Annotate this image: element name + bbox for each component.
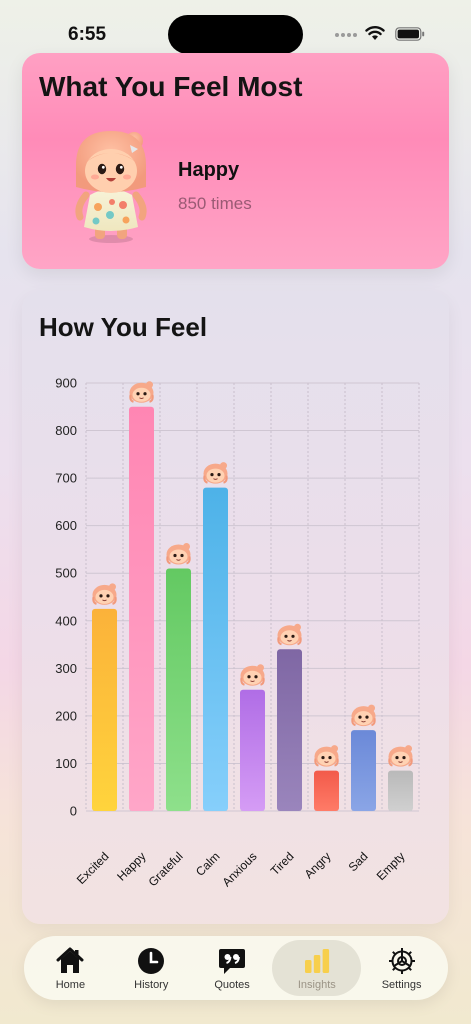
tab-quotes[interactable]: Quotes bbox=[192, 940, 273, 996]
y-tick-label: 500 bbox=[55, 566, 77, 581]
tab-insights-label: Insights bbox=[297, 978, 336, 991]
y-tick-label: 900 bbox=[55, 376, 77, 391]
most-felt-count: 850 times bbox=[178, 194, 252, 213]
y-tick-label: 100 bbox=[55, 756, 77, 771]
most-felt-mood: Happy bbox=[178, 159, 240, 181]
mascot-angry-icon bbox=[314, 745, 339, 767]
tab-history-label: History bbox=[134, 978, 169, 991]
x-tick-label-anxious: Anxious bbox=[220, 849, 260, 889]
bar-chart-icon bbox=[304, 948, 329, 973]
x-tick-label-empty: Empty bbox=[374, 849, 408, 883]
bar-empty bbox=[388, 770, 413, 811]
y-tick-label: 600 bbox=[55, 518, 77, 533]
x-tick-label-excited: Excited bbox=[74, 849, 112, 887]
happy-mascot-icon bbox=[75, 131, 147, 243]
home-icon bbox=[56, 947, 84, 973]
most-felt-title: What You Feel Most bbox=[39, 71, 303, 102]
x-tick-label-tired: Tired bbox=[268, 849, 297, 878]
tab-settings-label: Settings bbox=[381, 978, 422, 991]
tab-quotes-label: Quotes bbox=[214, 978, 250, 991]
y-tick-label: 300 bbox=[55, 661, 77, 676]
bar-excited bbox=[92, 608, 117, 811]
bar-sad bbox=[351, 730, 376, 811]
mascot-anxious-icon bbox=[240, 664, 265, 686]
y-tick-label: 800 bbox=[55, 423, 77, 438]
gear-icon bbox=[388, 947, 415, 974]
mascot-grateful-icon bbox=[166, 542, 191, 565]
mascot-tired-icon bbox=[277, 623, 302, 646]
status-time: 6:55 bbox=[68, 24, 107, 45]
bar-anxious bbox=[240, 689, 265, 811]
x-tick-label-calm: Calm bbox=[193, 849, 223, 879]
tab-insights[interactable]: Insights bbox=[272, 940, 362, 996]
how-you-feel-title: How You Feel bbox=[39, 312, 208, 342]
bar-grateful bbox=[166, 568, 191, 811]
y-tick-label: 700 bbox=[55, 471, 77, 486]
most-felt-card: What You Feel Most Happy 850 times bbox=[22, 53, 449, 269]
cellular-signal-icon bbox=[335, 33, 359, 39]
wifi-icon bbox=[365, 26, 385, 40]
mascot-empty-icon bbox=[388, 745, 413, 767]
x-tick-label-grateful: Grateful bbox=[146, 849, 186, 889]
bar-angry bbox=[314, 770, 339, 811]
tab-settings[interactable]: Settings bbox=[361, 940, 442, 996]
tab-home[interactable]: Home bbox=[30, 940, 111, 996]
tab-history[interactable]: History bbox=[111, 940, 192, 996]
y-tick-label: 400 bbox=[55, 613, 77, 628]
tab-bar: Home History Quotes Insights bbox=[24, 936, 448, 1000]
bar-calm bbox=[203, 487, 228, 811]
x-tick-label-happy: Happy bbox=[114, 849, 148, 883]
tab-home-label: Home bbox=[55, 978, 86, 991]
mascot-sad-icon bbox=[351, 704, 376, 727]
battery-icon bbox=[395, 27, 425, 41]
y-tick-label: 200 bbox=[55, 708, 77, 723]
mascot-calm-icon bbox=[203, 462, 228, 484]
how-you-feel-card: How You Feel 0 100 200 300 400 500 600 700 800 90… bbox=[22, 291, 449, 924]
x-tick-label-angry: Angry bbox=[302, 849, 334, 881]
mascot-happy-icon bbox=[129, 381, 154, 403]
clock-icon bbox=[138, 947, 165, 974]
bar-happy bbox=[129, 406, 154, 811]
status-bar: 6:55 bbox=[0, 0, 471, 54]
mood-bar-chart: 0 100 200 300 400 500 600 700 800 900 Excited Happy… bbox=[55, 376, 420, 889]
y-tick-label: 0 bbox=[70, 804, 77, 819]
mascot-excited-icon bbox=[92, 583, 117, 605]
quote-bubble-icon bbox=[219, 948, 246, 974]
x-tick-label-sad: Sad bbox=[346, 849, 371, 874]
bar-tired bbox=[277, 649, 302, 811]
dynamic-island bbox=[168, 15, 303, 54]
